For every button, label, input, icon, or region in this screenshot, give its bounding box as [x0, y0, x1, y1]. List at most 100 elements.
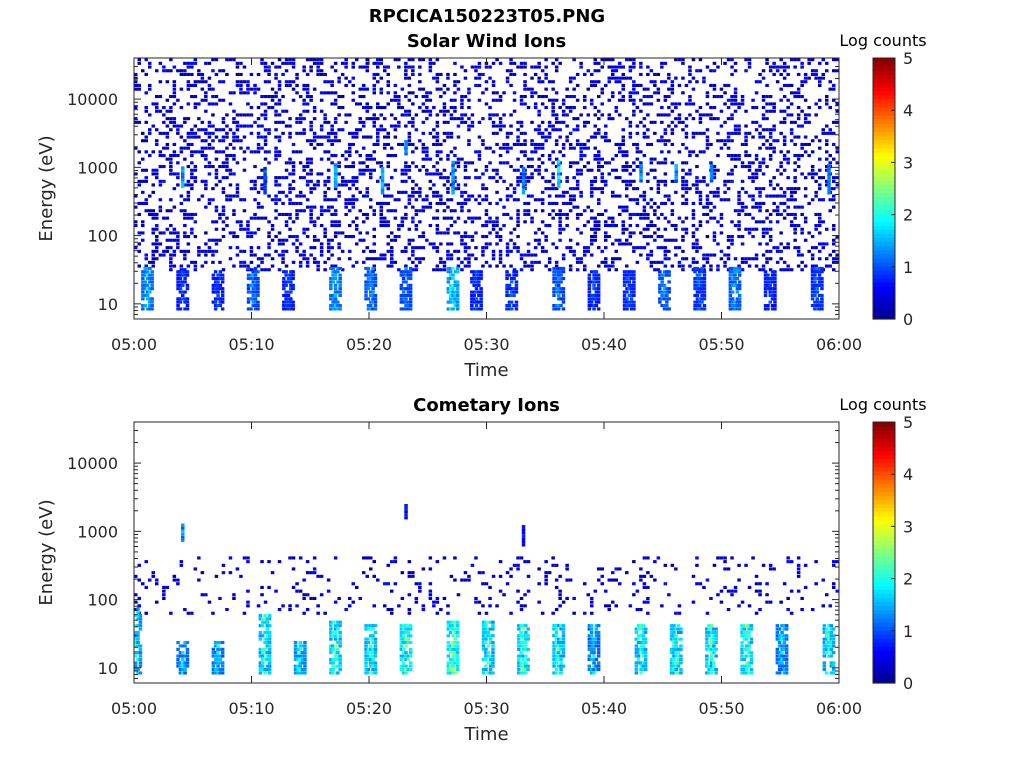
data-cell: [775, 212, 780, 216]
data-cell: [551, 98, 555, 102]
data-cell: [404, 264, 408, 268]
data-cell: [635, 198, 640, 202]
data-cell: [316, 264, 320, 268]
data-cell: [406, 300, 411, 304]
data-cell: [575, 124, 580, 128]
data-cell: [512, 246, 517, 250]
data-cell: [728, 270, 733, 274]
data-cell: [364, 280, 368, 284]
data-cell: [242, 264, 247, 268]
data-cell: [653, 157, 657, 161]
data-cell: [656, 91, 661, 95]
data-cell: [323, 91, 327, 95]
data-cell: [813, 300, 817, 304]
data-cell: [453, 556, 457, 560]
data-cell: [221, 212, 226, 216]
data-cell: [312, 61, 317, 65]
data-cell: [253, 304, 258, 308]
data-cell: [172, 231, 177, 235]
data-cell: [622, 304, 627, 308]
data-cell: [709, 216, 713, 220]
data-cell: [400, 106, 405, 110]
data-cell: [453, 293, 458, 297]
data-cell: [600, 187, 604, 191]
data-cell: [782, 190, 787, 194]
data-cell: [614, 142, 618, 146]
data-cell: [642, 216, 647, 220]
data-cell: [800, 227, 804, 231]
data-cell: [803, 194, 808, 198]
data-cell: [319, 172, 324, 176]
data-cell: [291, 235, 296, 239]
data-cell: [611, 65, 615, 69]
data-cell: [807, 201, 811, 205]
data-cell: [270, 106, 275, 110]
data-cell: [565, 106, 569, 110]
data-cell: [211, 290, 216, 294]
data-cell: [220, 297, 225, 301]
data-cell: [779, 212, 783, 216]
data-cell: [510, 290, 514, 294]
data-cell: [663, 61, 668, 65]
data-cell: [583, 142, 587, 146]
data-cell: [835, 69, 839, 73]
data-cell: [568, 80, 573, 84]
data-cell: [775, 249, 780, 253]
data-cell: [572, 198, 576, 202]
data-cell: [323, 120, 327, 124]
data-cell: [399, 300, 404, 304]
data-cell: [337, 246, 341, 250]
data-cell: [642, 102, 647, 106]
data-cell: [554, 58, 559, 62]
data-cell: [754, 187, 759, 191]
data-cell: [810, 270, 815, 274]
data-cell: [288, 124, 292, 128]
data-cell: [807, 61, 811, 65]
data-cell: [162, 106, 166, 110]
data-cell: [505, 277, 509, 281]
data-cell: [380, 179, 385, 183]
data-cell: [155, 242, 159, 246]
data-cell: [726, 257, 731, 261]
data-cell: [288, 172, 292, 176]
colorbar-segment: [873, 274, 895, 279]
data-cell: [789, 194, 794, 198]
data-cell: [446, 242, 450, 246]
data-cell: [421, 87, 426, 91]
data-cell: [148, 280, 152, 284]
data-cell: [467, 124, 471, 128]
data-cell: [183, 224, 187, 228]
data-cell: [828, 87, 832, 91]
data-cell: [183, 157, 187, 161]
data-cell: [775, 194, 780, 198]
data-cell: [338, 304, 342, 308]
data-cell: [365, 61, 369, 65]
data-cell: [674, 173, 678, 177]
data-cell: [793, 95, 797, 99]
data-cell: [639, 150, 643, 154]
data-cell: [200, 179, 205, 183]
data-cell: [260, 183, 264, 187]
data-cell: [284, 80, 289, 84]
data-cell: [691, 242, 696, 246]
data-cell: [728, 300, 733, 304]
colorbar-segment: [873, 176, 895, 181]
data-cell: [698, 220, 703, 224]
data-cell: [558, 128, 562, 132]
data-cell: [628, 69, 633, 73]
data-cell: [155, 216, 159, 220]
data-cell: [761, 268, 766, 272]
data-cell: [330, 264, 334, 268]
data-cell: [399, 287, 404, 291]
data-cell: [312, 257, 317, 261]
data-cell: [432, 194, 436, 198]
data-cell: [351, 98, 355, 102]
data-cell: [544, 65, 548, 69]
data-cell: [474, 277, 479, 281]
data-cell: [281, 257, 285, 261]
data-cell: [401, 307, 406, 311]
data-cell: [330, 128, 334, 132]
data-cell: [832, 157, 836, 161]
data-cell: [251, 304, 255, 308]
data-cell: [554, 280, 559, 284]
